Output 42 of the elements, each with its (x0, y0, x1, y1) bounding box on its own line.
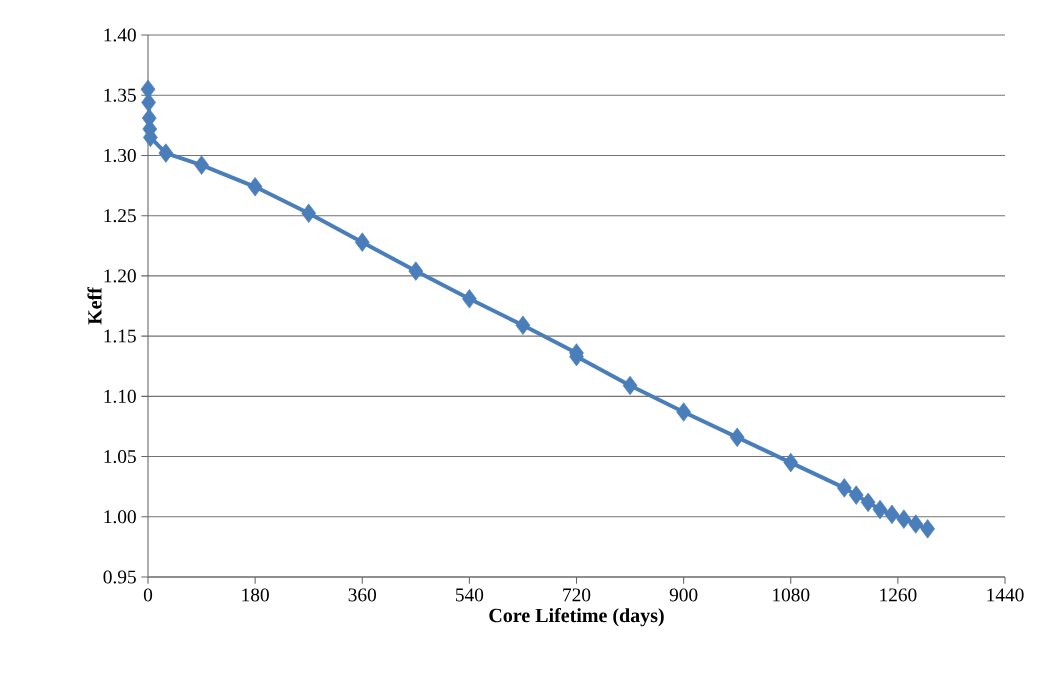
point (247, 177, 263, 197)
point (141, 92, 156, 113)
point (848, 485, 864, 505)
x-tick-label: 540 (456, 588, 484, 602)
point (622, 375, 638, 396)
y-tick-label: 1.25 (104, 209, 136, 223)
point (408, 261, 424, 281)
x-tick-label: 360 (348, 588, 377, 602)
y-tick-label: 1.00 (104, 510, 136, 524)
x-tick-label: 720 (563, 588, 591, 602)
x-tick-label: 1440 (987, 588, 1024, 602)
y-axis-title: Keff (87, 286, 102, 325)
point (860, 492, 876, 513)
y-tick-label: 1.05 (104, 450, 136, 464)
point (301, 203, 317, 223)
point (783, 452, 799, 473)
x-tick-label: 900 (669, 588, 698, 602)
point (676, 402, 691, 422)
point (194, 155, 209, 175)
y-tick-label: 1.35 (104, 88, 136, 102)
y-tick-label: 0.95 (103, 570, 136, 584)
point (896, 509, 912, 529)
point (515, 315, 531, 335)
point (920, 519, 935, 539)
x-tick-label: 0 (143, 588, 153, 602)
x-tick-label: 180 (242, 588, 269, 602)
point (908, 514, 924, 534)
point (729, 427, 745, 447)
x-tick-label: 1080 (773, 588, 810, 602)
point (884, 504, 900, 525)
x-axis-title: Core Lifetime (days) (489, 607, 664, 627)
x-tick-label: 1260 (880, 588, 917, 602)
y-tick-label: 1.20 (104, 269, 136, 283)
point (836, 478, 852, 498)
y-tick-label: 1.15 (104, 329, 136, 343)
point (158, 143, 174, 163)
point (872, 499, 888, 520)
y-tick-label: 1.40 (104, 28, 136, 42)
y-tick-label: 1.10 (104, 389, 136, 403)
y-tick-label: 1.30 (104, 148, 136, 163)
point (462, 289, 477, 309)
point (354, 232, 370, 252)
